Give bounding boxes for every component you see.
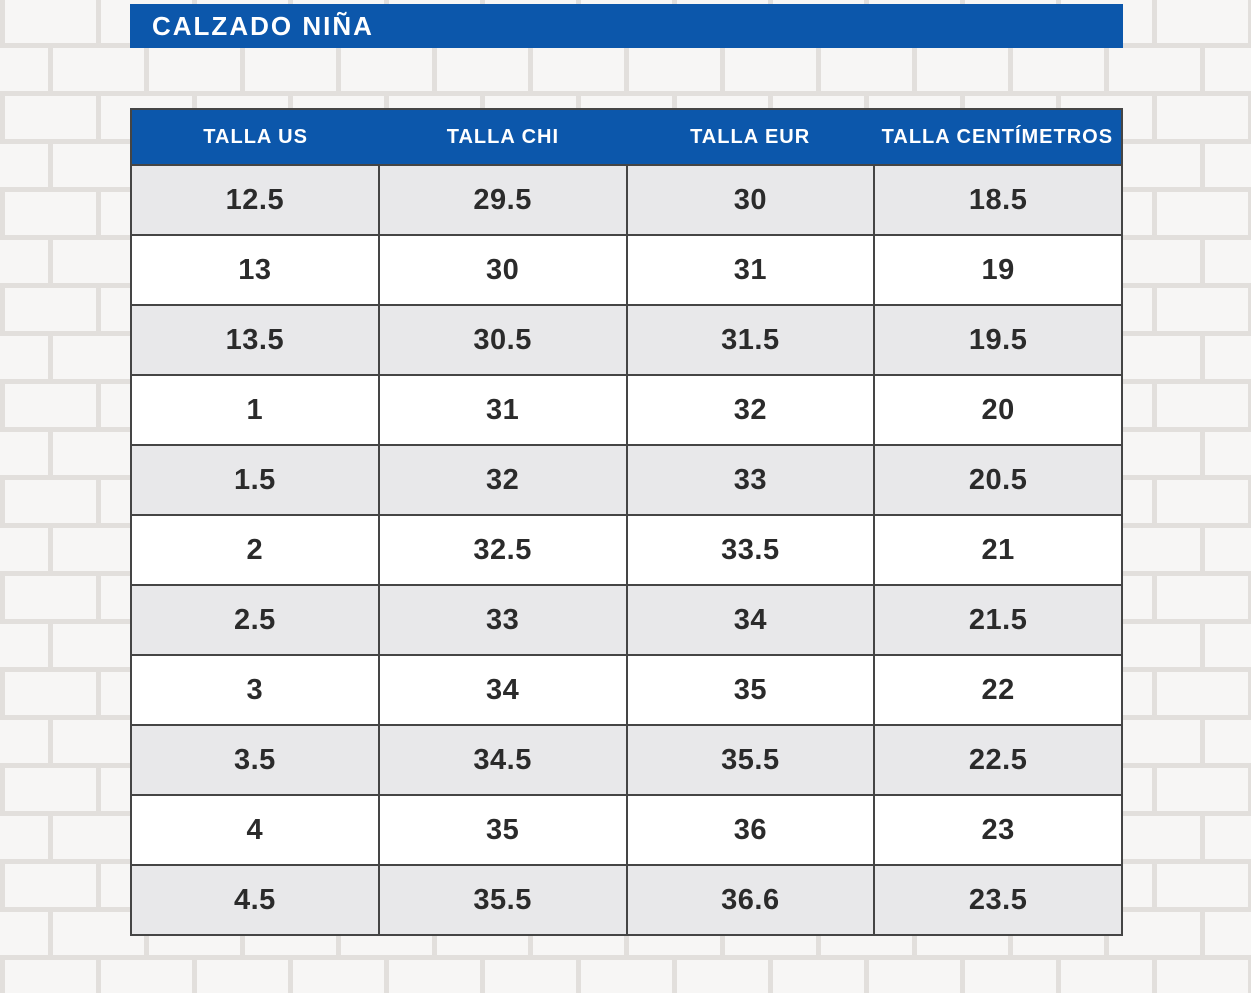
table-cell: 4.5 — [132, 866, 380, 934]
table-cell: 33.5 — [628, 516, 876, 584]
table-cell: 31 — [628, 236, 876, 304]
table-cell: 3 — [132, 656, 380, 724]
table-row: 4 35 36 23 — [132, 794, 1121, 864]
table-cell: 34.5 — [380, 726, 628, 794]
table-cell: 3.5 — [132, 726, 380, 794]
table-cell: 32 — [380, 446, 628, 514]
table-cell: 2.5 — [132, 586, 380, 654]
table-cell: 35.5 — [628, 726, 876, 794]
table-cell: 19.5 — [968, 323, 1028, 356]
table-row: 13 30 31 19 — [132, 234, 1121, 304]
table-row: 13.5 30.5 31.5 19.5 — [132, 304, 1121, 374]
table-cell: 35 — [380, 796, 628, 864]
column-header-us: TALLA US — [203, 125, 308, 148]
table-row: 4.5 35.5 36.6 23.5 — [132, 864, 1121, 934]
table-cell: 34 — [628, 586, 876, 654]
table-cell: 30 — [380, 236, 628, 304]
table-cell: 31.5 — [628, 306, 876, 374]
table-cell: 36.6 — [628, 866, 876, 934]
table-row: 12.5 29.5 30 18.5 — [132, 164, 1121, 234]
table-row: 3.5 34.5 35.5 22.5 — [132, 724, 1121, 794]
table-header-row: TALLA US TALLA CHI TALLA EUR TALLA CENTÍ… — [132, 110, 1121, 164]
title-bar: CALZADO NIÑA — [130, 4, 1123, 48]
table-cell: 2 — [132, 516, 380, 584]
table-cell: 18.5 — [968, 183, 1028, 216]
table-cell: 4 — [132, 796, 380, 864]
table-cell: 19 — [981, 253, 1015, 286]
table-cell: 1 — [132, 376, 380, 444]
table-cell: 1.5 — [132, 446, 380, 514]
table-cell: 33 — [628, 446, 876, 514]
page-title: CALZADO NIÑA — [152, 10, 374, 41]
table-cell: 35 — [628, 656, 876, 724]
table-cell: 31 — [380, 376, 628, 444]
table-cell: 12.5 — [132, 166, 380, 234]
table-cell: 35.5 — [380, 866, 628, 934]
table-row: 1 31 32 20 — [132, 374, 1121, 444]
table-cell: 23 — [981, 813, 1015, 846]
table-row: 3 34 35 22 — [132, 654, 1121, 724]
size-table-body: 12.5 29.5 30 18.5 13 30 31 19 13.5 30.5 … — [132, 164, 1121, 934]
table-cell: 22 — [981, 673, 1015, 706]
table-cell: 20.5 — [968, 463, 1028, 496]
table-cell: 23.5 — [968, 883, 1028, 916]
size-chart-table: TALLA US TALLA CHI TALLA EUR TALLA CENTÍ… — [130, 108, 1123, 936]
table-cell: 21.5 — [968, 603, 1028, 636]
table-cell: 30.5 — [380, 306, 628, 374]
table-cell: 34 — [380, 656, 628, 724]
table-cell: 32.5 — [380, 516, 628, 584]
column-header-eur: TALLA EUR — [690, 125, 811, 148]
table-cell: 29.5 — [380, 166, 628, 234]
table-cell: 13 — [132, 236, 380, 304]
table-cell: 22.5 — [968, 743, 1028, 776]
table-cell: 21 — [981, 533, 1015, 566]
table-cell: 32 — [628, 376, 876, 444]
table-row: 1.5 32 33 20.5 — [132, 444, 1121, 514]
table-cell: 20 — [981, 393, 1015, 426]
table-cell: 13.5 — [132, 306, 380, 374]
column-header-chi: TALLA CHI — [446, 125, 560, 148]
table-row: 2.5 33 34 21.5 — [132, 584, 1121, 654]
table-cell: 30 — [628, 166, 876, 234]
table-cell: 33 — [380, 586, 628, 654]
column-header-centimetros: TALLA CENTÍMETROS — [881, 125, 1114, 148]
table-cell: 36 — [628, 796, 876, 864]
table-row: 2 32.5 33.5 21 — [132, 514, 1121, 584]
